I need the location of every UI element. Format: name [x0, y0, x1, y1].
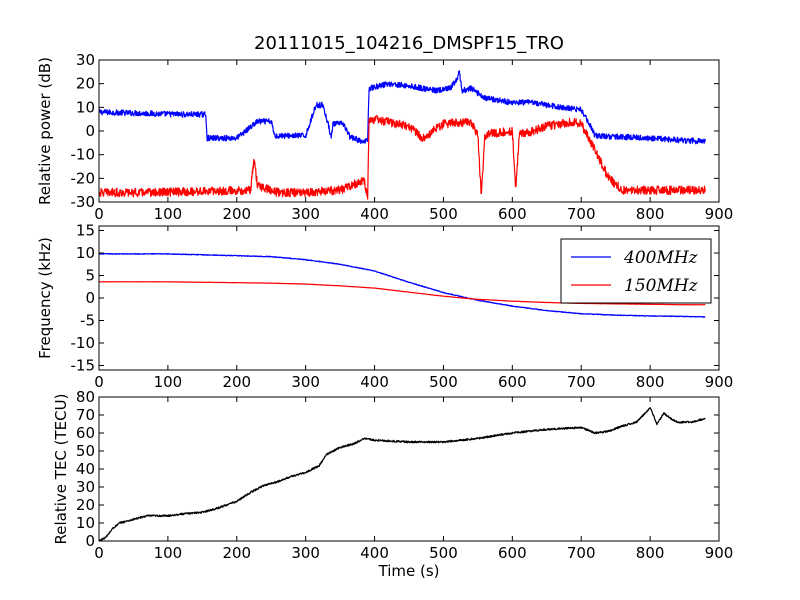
x-tick-label: 400: [360, 373, 389, 391]
x-tick-label: 800: [636, 544, 665, 562]
y-tick-label: 0: [85, 532, 95, 550]
y-tick-label: 20: [76, 75, 95, 93]
x-tick-label: 100: [154, 205, 183, 223]
y-tick-label: -10: [71, 146, 96, 164]
y-tick-label: -10: [71, 334, 96, 352]
x-tick-label: 300: [291, 205, 320, 223]
series-line-1: [99, 252, 706, 318]
x-tick-label: 700: [567, 373, 596, 391]
y-tick-label: -30: [71, 193, 96, 211]
x-tick-label: 100: [154, 373, 183, 391]
y-tick-label: -15: [71, 357, 96, 375]
legend-box: [560, 238, 712, 304]
x-tick-label: 900: [705, 205, 734, 223]
series-line-2: [99, 114, 706, 200]
x-tick-label: 500: [429, 205, 458, 223]
figure-title: 20111015_104216_DMSPF15_TRO: [254, 33, 564, 54]
x-tick-label: 400: [360, 544, 389, 562]
x-tick-label: 900: [705, 544, 734, 562]
x-tick-label: 200: [222, 373, 251, 391]
legend-label-2: 150MHz: [624, 276, 699, 296]
series-line-1: [99, 407, 706, 541]
x-tick-label: 600: [498, 544, 527, 562]
y-tick-label: -20: [71, 169, 96, 187]
y-tick-label: 80: [76, 388, 95, 406]
x-tick-label: 600: [498, 205, 527, 223]
y-tick-label: 60: [76, 424, 95, 442]
x-tick-label: 200: [222, 205, 251, 223]
y-tick-label: -5: [80, 312, 95, 330]
x-axis-label: Time (s): [378, 562, 440, 580]
y-tick-label: 50: [76, 442, 95, 460]
y-tick-label: 30: [76, 51, 95, 69]
x-tick-label: 200: [222, 544, 251, 562]
legend-label-1: 400MHz: [623, 248, 699, 268]
x-tick-label: 800: [636, 205, 665, 223]
y-tick-label: 10: [76, 514, 95, 532]
x-tick-label: 300: [291, 373, 320, 391]
y-tick-label: 10: [76, 98, 95, 116]
y-axis-label: Frequency (kHz): [36, 237, 54, 359]
legend: 400MHz 150MHz: [560, 238, 712, 304]
x-tick-label: 0: [94, 205, 104, 223]
panel-1: 0 100 200 300 400 500 600 700 800 900 -30 -20 -10 0 10…: [36, 51, 733, 223]
x-tick-label: 100: [154, 544, 183, 562]
y-tick-label: 40: [76, 460, 95, 478]
series-line-1: [99, 70, 706, 145]
x-tick-label: 0: [94, 373, 104, 391]
x-tick-label: 800: [636, 373, 665, 391]
y-tick-label: 20: [76, 496, 95, 514]
y-tick-label: 30: [76, 478, 95, 496]
y-tick-label: 5: [85, 267, 95, 285]
y-tick-label: 15: [76, 222, 95, 240]
y-tick-label: 0: [85, 289, 95, 307]
y-axis-label: Relative TEC (TECU): [52, 394, 70, 545]
panel-2: 0 100 200 300 400 500 600 700 800 900 -15 -10 -5 0 5 10…: [36, 222, 733, 392]
x-tick-label: 500: [429, 373, 458, 391]
x-tick-label: 600: [498, 373, 527, 391]
panels-container: 0 100 200 300 400 500 600 700 800 900-30-20-10010…: [36, 51, 733, 580]
y-tick-label: 0: [85, 122, 95, 140]
x-tick-label: 0: [94, 544, 104, 562]
panel-3: 0 100 200 300 400 500 600 700 800 900010203040506…: [52, 388, 733, 580]
x-tick-label: 700: [567, 205, 596, 223]
x-tick-label: 700: [567, 544, 596, 562]
y-tick-label: 10: [76, 244, 95, 262]
x-tick-label: 400: [360, 205, 389, 223]
x-tick-label: 300: [291, 544, 320, 562]
series-line-2: [99, 281, 706, 306]
x-tick-label: 900: [705, 373, 734, 391]
y-tick-label: 70: [76, 406, 95, 424]
x-tick-label: 500: [429, 544, 458, 562]
y-axis-label: Relative power (dB): [36, 57, 54, 205]
